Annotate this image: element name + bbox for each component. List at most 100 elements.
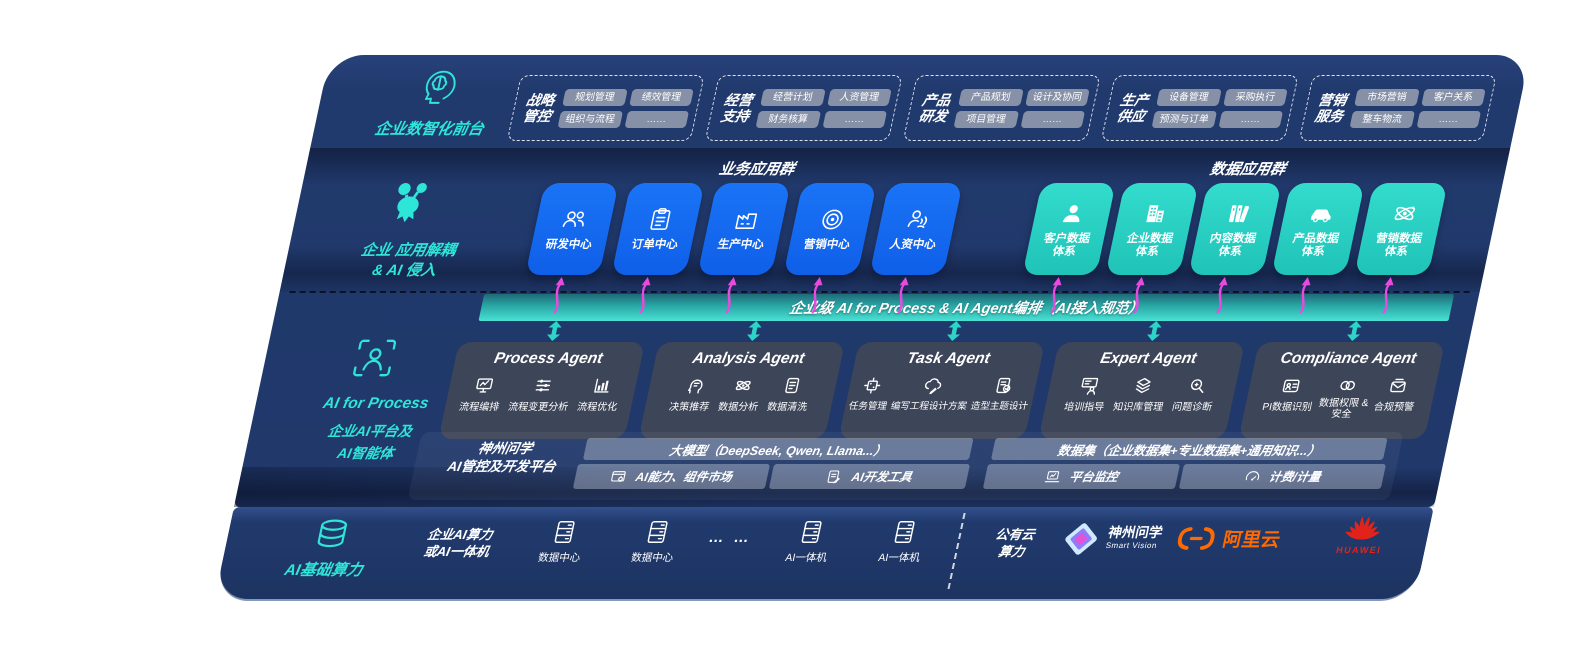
double-arrow-icon [547, 321, 562, 341]
diagnose-icon [1190, 379, 1203, 394]
magenta-arrow [1050, 277, 1062, 314]
chip: 规划管理 [562, 88, 628, 106]
tile-enterprise-data: 企业数据 体系 [1105, 183, 1199, 275]
group-product: 产品 研发 产品规划 设计及协同 项目管理 …… [902, 75, 1101, 141]
database-icon [317, 519, 348, 548]
model-bar: 大模型（DeepSeek, Qwen, Llama...） [582, 438, 974, 460]
bottom-label: AI基础算力 [282, 562, 364, 579]
business-apps-heading: 业务应用群 [717, 161, 796, 178]
layer-divider-dashed-line [289, 291, 1470, 293]
double-arrow-icon [1347, 321, 1362, 341]
group-marketing: 营销 服务 市场营销 客户关系 整车物流 …… [1298, 75, 1497, 141]
server-icon [554, 521, 575, 543]
capability-cell: AI能力、组件市场 [572, 464, 771, 489]
server-icon [894, 521, 915, 543]
group-strategy: 战略 管控 规划管理 绩效管理 组织与流程 …… [506, 75, 705, 141]
magenta-arrow [725, 277, 737, 314]
server-icon [801, 521, 822, 543]
layer2-label: 企业 应用解耦 & AI 侵入 [359, 242, 458, 279]
billing-cell: 计费/计量 [1178, 464, 1387, 489]
task-agent-card: Task Agent 任务管理 编写工程设计方案 造型主题设计 [838, 342, 1045, 439]
mail-alert-icon [1390, 378, 1407, 393]
tile-hr-center: 人资中心 [869, 183, 963, 275]
chip: 组织与流程 [557, 110, 623, 128]
chip: 经营计划 [760, 88, 826, 106]
monitor-icon [475, 378, 493, 393]
car-icon [1310, 209, 1331, 222]
atom-icon [1394, 205, 1415, 220]
chip-icon [864, 377, 881, 394]
doc-icon [784, 377, 799, 394]
tile-marketing-center: 营销中心 [783, 183, 877, 275]
datacenter-node: 数据中心 [516, 519, 610, 565]
dataset-bar: 数据集（企业数据集+专业数据集+通用知识...） [990, 438, 1388, 460]
magenta-arrow [553, 277, 565, 314]
magenta-arrow [1299, 277, 1311, 314]
ai-appliance-node: AI一体机 [856, 519, 950, 565]
atom-icon [735, 380, 751, 391]
data-apps-heading: 数据应用群 [1208, 161, 1287, 178]
analysis-agent-card: Analysis Agent 决策推荐 数据分析 数据清洗 [638, 342, 845, 439]
chip: 市场营销 [1354, 88, 1420, 106]
target-icon [821, 209, 843, 230]
cloud-pen-icon [925, 378, 942, 395]
group-label: 产品 [920, 92, 953, 108]
link-icon [1340, 380, 1356, 391]
huawei-logo-icon [1345, 516, 1380, 540]
architecture-diagram: 企业数智化前台 战略 管控 规划管理 绩效管理 组织与流程 …… 经营 支持 经营计… [213, 55, 1530, 601]
alicloud-logo-icon [1177, 527, 1215, 550]
magenta-arrow [897, 277, 909, 314]
expert-agent-card: Expert Agent 培训指导 知识库管理 问题诊断 [1038, 342, 1245, 439]
tablet-check-icon [995, 377, 1010, 394]
tile-rnd-center: 研发中心 [525, 183, 619, 275]
double-arrow-icon [947, 321, 962, 341]
chip: 项目管理 [953, 110, 1019, 128]
monitor-cell: 平台监控 [982, 464, 1181, 489]
group-label: 经营 [722, 92, 755, 108]
chip: 产品规划 [958, 88, 1024, 106]
tile-marketing-data: 营销数据 体系 [1354, 183, 1448, 275]
server-icon [647, 521, 668, 543]
chip: 设备管理 [1156, 88, 1222, 106]
head-icon [687, 379, 703, 394]
platform-name: 神州问学 AI管控及开发平台 [445, 441, 558, 474]
group-label: 战略 [524, 92, 557, 108]
group-label: 营销 [1316, 92, 1349, 108]
chip: 客户关系 [1420, 88, 1486, 106]
magenta-arrow [639, 277, 651, 314]
devtool-cell: AI开发工具 [768, 464, 971, 489]
chip: 人资管理 [826, 88, 892, 106]
gauge-icon [1245, 470, 1260, 481]
team-icon [562, 211, 584, 228]
double-arrow-icon [1147, 321, 1162, 341]
brain-head-icon [424, 70, 456, 104]
tile-customer-data: 客户数据 体系 [1022, 183, 1116, 275]
magenta-arrow [1133, 277, 1145, 314]
laptop-chart-icon [1045, 470, 1060, 482]
chip: …… [1218, 110, 1284, 128]
partner-alicloud: 阿里云 [1174, 525, 1283, 552]
tile-product-data: 产品数据 体系 [1271, 183, 1365, 275]
public-cloud-label: 公有云 算力 [993, 527, 1037, 559]
scan-person-icon [353, 339, 397, 377]
partner-huawei: HUAWEI [1320, 513, 1405, 555]
presenter-icon [1081, 377, 1098, 395]
chip: 整车物流 [1349, 110, 1415, 128]
magenta-arrow [1216, 277, 1228, 314]
datacenter-node: 数据中心 [609, 519, 703, 565]
layers-icon [1135, 377, 1151, 394]
hr-icon [907, 210, 927, 228]
tile-order-center: 订单中心 [611, 183, 705, 275]
doc-pen-icon [828, 469, 841, 483]
group-production: 生产 供应 设备管理 采购执行 预测与订单 …… [1100, 75, 1299, 141]
process-agent-card: Process Agent 流程编排 流程变更分析 流程优化 [438, 342, 645, 439]
chip: 采购执行 [1222, 88, 1288, 106]
chip: …… [1416, 110, 1482, 128]
double-arrow-icon [747, 321, 762, 341]
tile-production-center: 生产中心 [697, 183, 791, 275]
chart-icon [593, 378, 609, 393]
chip: 绩效管理 [628, 88, 694, 106]
chip: 预测与订单 [1151, 110, 1217, 128]
group-operation: 经营 支持 经营计划 人资管理 财务核算 …… [704, 75, 903, 141]
